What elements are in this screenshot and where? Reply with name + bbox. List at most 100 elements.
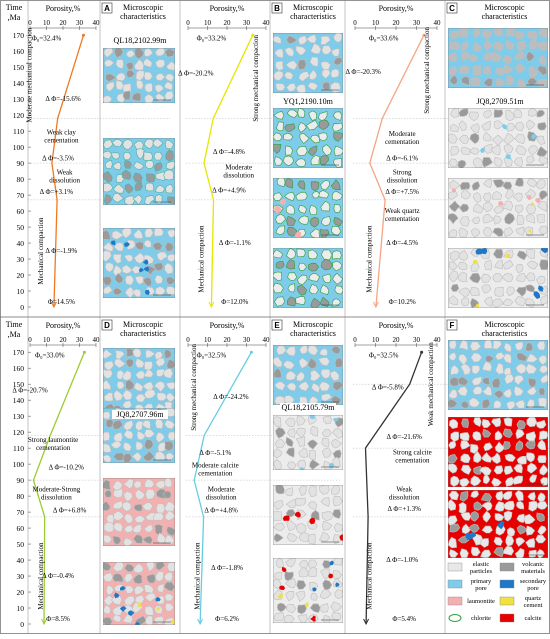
- legend-label: primary pore: [471, 578, 492, 592]
- grain: [513, 157, 524, 168]
- grain: [103, 95, 113, 103]
- grain: [538, 354, 548, 366]
- grain: [332, 456, 341, 468]
- grain: [330, 81, 341, 93]
- stage-label: Moderate mechanical compaction: [26, 27, 34, 122]
- grain: [330, 345, 341, 355]
- grain: [528, 66, 538, 78]
- grain: [287, 461, 297, 470]
- grain: [273, 522, 285, 531]
- grain: [154, 274, 164, 285]
- annotation-label: Δ Φ=-21.6%: [387, 433, 423, 441]
- grain: [308, 262, 319, 272]
- grain: [469, 272, 481, 284]
- grain: [468, 397, 481, 408]
- time-tick-label: 90: [17, 159, 25, 168]
- porosity-panel-e: Porosity,% 0 10 20 30 40 Φ₀=32.5% Δ Φ=-24.2% Str…: [186, 321, 340, 626]
- grain: [512, 475, 523, 485]
- grain: [116, 369, 125, 380]
- grain: [155, 171, 167, 182]
- grain: [516, 524, 528, 535]
- grain: [492, 191, 503, 200]
- annotation-label: Δ Φ=-4.5%: [386, 239, 418, 247]
- grain: [525, 537, 536, 548]
- grain: [165, 149, 174, 162]
- grain: [538, 55, 547, 66]
- grain: [310, 592, 318, 601]
- porosity-curve: [32, 351, 86, 625]
- micro-title: Microscopic: [485, 320, 525, 329]
- grain: [515, 144, 527, 156]
- grain: [470, 123, 480, 134]
- panel-label-box: [101, 2, 113, 14]
- grain: [491, 377, 501, 389]
- grain: [331, 179, 341, 190]
- porosity-tick-label: 10: [372, 336, 380, 344]
- sample-id-bg: [280, 403, 336, 412]
- grain: [332, 428, 343, 439]
- grain: [112, 562, 125, 572]
- grain: [540, 477, 548, 486]
- grain: [318, 111, 328, 122]
- grain: [523, 226, 534, 237]
- time-tick-label: 80: [17, 492, 25, 501]
- grain: [472, 386, 483, 395]
- time-tick-label: 170: [13, 348, 25, 357]
- grain: [461, 188, 472, 200]
- grain: [533, 291, 541, 299]
- grain: [471, 533, 484, 546]
- grain: [525, 440, 536, 450]
- grain: [112, 161, 122, 171]
- grain: [467, 532, 477, 539]
- grain: [536, 340, 546, 351]
- grain: [307, 501, 318, 511]
- grain: [285, 35, 298, 45]
- grain: [450, 283, 460, 292]
- micrograph: [273, 33, 343, 93]
- grain: [502, 200, 514, 211]
- grain: [170, 619, 175, 624]
- grain: [539, 364, 548, 374]
- grain: [103, 534, 113, 544]
- grain: [286, 216, 296, 226]
- grain: [536, 512, 545, 522]
- porosity-tick-label: 10: [204, 19, 212, 27]
- grain: [506, 400, 516, 410]
- grain: [133, 562, 144, 574]
- grain: [448, 499, 457, 511]
- time-axis-title: ,Ma: [8, 330, 21, 339]
- grain: [469, 286, 480, 297]
- stage-label: Weak quartz cementation: [385, 207, 420, 223]
- grain: [155, 73, 166, 81]
- grain: [112, 253, 122, 264]
- grain: [319, 485, 330, 495]
- grain: [332, 449, 342, 459]
- grain: [122, 138, 134, 151]
- grain: [114, 272, 124, 284]
- porosity-axis-title: Porosity,%: [46, 4, 81, 13]
- curve-arrow: [50, 301, 57, 309]
- grain: [516, 214, 525, 225]
- grain: [297, 180, 306, 190]
- grain: [274, 381, 286, 391]
- grain: [506, 286, 516, 297]
- grain: [284, 178, 294, 189]
- grain: [287, 283, 296, 293]
- grain: [284, 47, 295, 57]
- grain: [103, 479, 111, 491]
- panel-label: E: [274, 321, 280, 330]
- grain: [274, 439, 286, 449]
- grain: [472, 28, 481, 38]
- grain: [298, 35, 308, 46]
- grain: [274, 571, 283, 580]
- grain: [103, 360, 114, 371]
- grain: [494, 287, 504, 297]
- grain: [472, 64, 482, 77]
- grain: [516, 419, 526, 430]
- grain: [317, 357, 331, 367]
- panel-label: F: [450, 321, 455, 330]
- grain: [113, 389, 124, 402]
- grain: [111, 419, 124, 431]
- grain: [332, 261, 343, 272]
- grain: [525, 50, 535, 63]
